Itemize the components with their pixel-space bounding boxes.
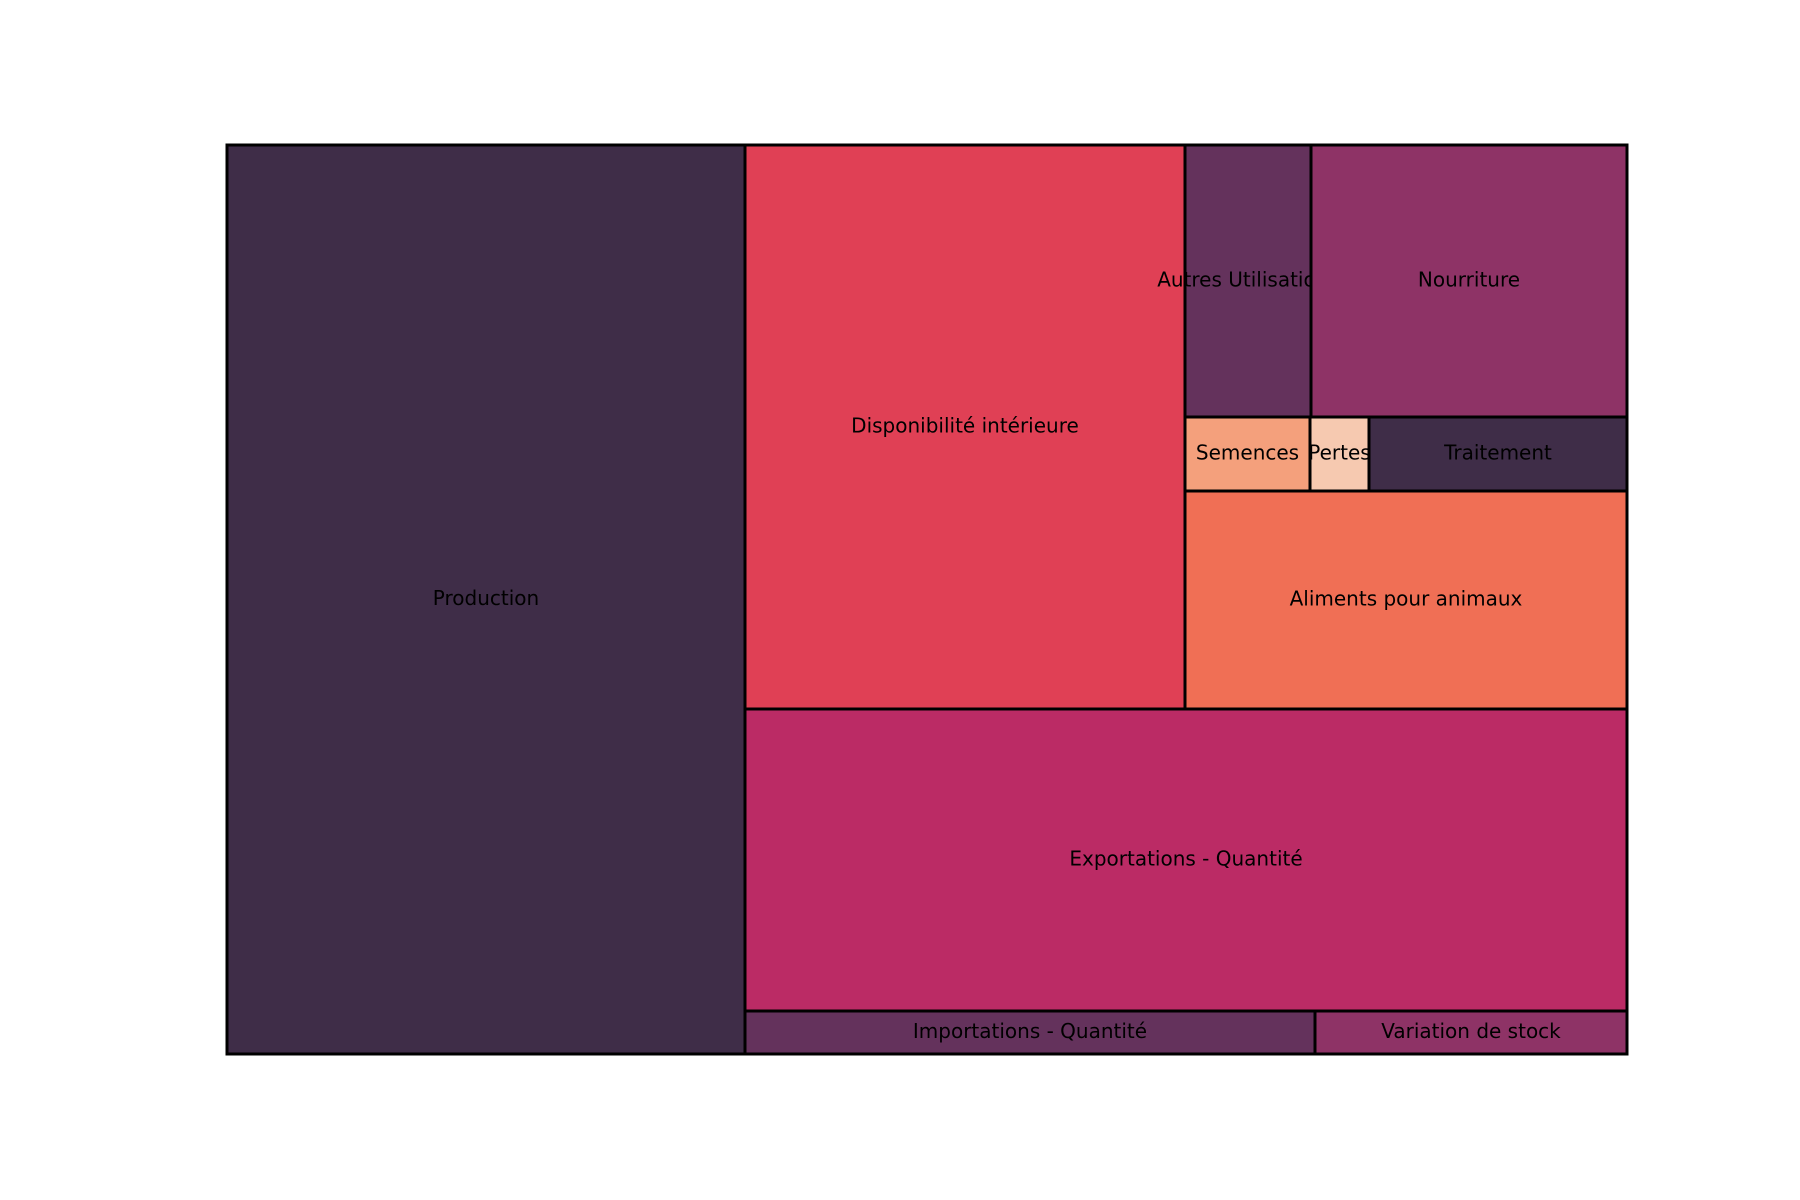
tile-rect-disponibilite-interieure: [743, 143, 1187, 711]
tile-rect-aliments-pour-animaux: [1183, 489, 1629, 711]
tile-rect-semences: [1183, 415, 1312, 493]
tile-rect-autres-utilisations: [1183, 143, 1313, 419]
plot-frame: [226, 144, 1628, 1055]
tile-production: Production: [225, 143, 747, 1056]
tile-rect-production: [225, 143, 747, 1056]
tile-importations-quantite: Importations - Quantité: [743, 1009, 1317, 1056]
tile-rect-importations-quantite: [743, 1009, 1317, 1056]
tile-semences: Semences: [1183, 415, 1312, 493]
tile-disponibilite-interieure: Disponibilité intérieure: [743, 143, 1187, 711]
tile-rect-traitement: [1367, 415, 1629, 493]
tile-nourriture: Nourriture: [1309, 143, 1629, 419]
tile-variation-de-stock: Variation de stock: [1313, 1009, 1629, 1056]
tile-exportations-quantite: Exportations - Quantité: [743, 707, 1629, 1013]
tile-rect-variation-de-stock: [1313, 1009, 1629, 1056]
tile-traitement: Traitement: [1367, 415, 1629, 493]
tile-aliments-pour-animaux: Aliments pour animaux: [1183, 489, 1629, 711]
tile-rect-nourriture: [1309, 143, 1629, 419]
tile-rect-exportations-quantite: [743, 707, 1629, 1013]
tile-pertes: Pertes: [1308, 415, 1371, 493]
tile-rect-pertes: [1308, 415, 1371, 493]
